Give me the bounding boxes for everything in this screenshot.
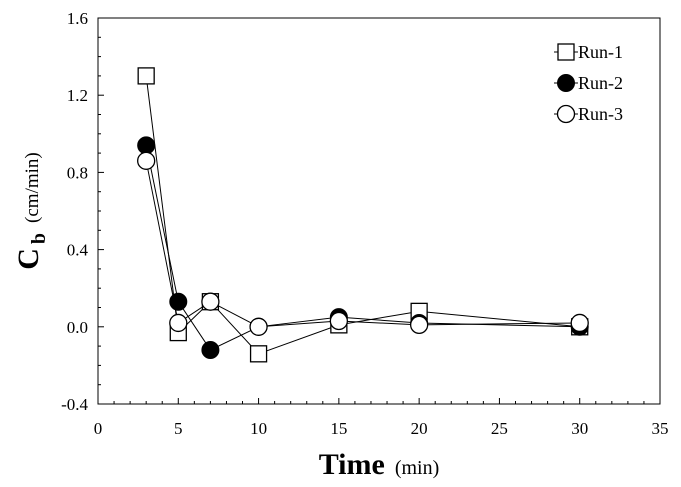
data-point-run-3 xyxy=(169,313,188,333)
x-tick-label: 20 xyxy=(411,419,428,438)
x-tick-label: 35 xyxy=(652,419,669,438)
y-axis-title-sub: b xyxy=(28,233,50,244)
y-tick-label: 1.2 xyxy=(67,86,88,105)
legend-label: Run-1 xyxy=(578,42,623,62)
y-axis-title-unit: (cm/min) xyxy=(22,152,43,223)
x-tick-label: 10 xyxy=(250,419,267,438)
legend-marker xyxy=(556,104,576,124)
series-markers-run-1 xyxy=(137,67,589,363)
plot-frame xyxy=(97,17,661,405)
x-tick-label: 30 xyxy=(571,419,588,438)
data-point-run-1 xyxy=(137,67,155,85)
series-run-2 xyxy=(145,145,580,351)
x-tick-label: 25 xyxy=(491,419,508,438)
legend-item-run-3: Run-3 xyxy=(554,104,623,124)
data-point-run-3 xyxy=(201,292,220,311)
data-point-run-3 xyxy=(249,317,268,336)
x-tick-label: 5 xyxy=(174,419,183,438)
data-point-run-2 xyxy=(201,340,220,359)
legend-item-run-2: Run-2 xyxy=(554,73,623,93)
x-axis-title: Time (min) xyxy=(319,448,440,481)
data-point-run-1 xyxy=(249,345,268,363)
y-tick-label: 0.4 xyxy=(67,241,89,260)
axes: -0.4 0.0 0.4 0.8 1.2 1.6 0 5 10 15 20 25 30 35 xyxy=(61,9,668,438)
series-layer xyxy=(137,67,589,363)
y-tick-label: 1.6 xyxy=(67,9,88,28)
y-axis-title-main: C xyxy=(12,248,45,270)
legend-item-run-1: Run-1 xyxy=(554,42,623,62)
x-axis-title-unit: (min) xyxy=(395,457,439,479)
data-point-run-2 xyxy=(169,292,188,311)
y-tick-label: 0.0 xyxy=(67,318,88,337)
legend-marker xyxy=(557,74,575,92)
y-tick-label: -0.4 xyxy=(61,395,88,414)
series-run-1 xyxy=(145,75,580,355)
series-line-run-2 xyxy=(145,145,580,351)
data-point-run-3 xyxy=(329,311,349,331)
x-tick-label: 0 xyxy=(94,419,103,438)
axis-titles: Time (min) C b (cm/min) xyxy=(12,152,439,481)
data-point-run-3 xyxy=(570,313,589,333)
data-point-run-3 xyxy=(137,151,156,170)
legend-label: Run-3 xyxy=(578,104,623,124)
data-point-run-3 xyxy=(409,315,429,335)
legend-label: Run-2 xyxy=(578,73,623,93)
y-tick-label: 0.8 xyxy=(67,163,88,182)
x-tick-label: 15 xyxy=(330,419,347,438)
data-point-run-2 xyxy=(137,136,156,155)
series-line-run-1 xyxy=(145,75,580,355)
legend-marker xyxy=(557,43,575,61)
x-axis-title-main: Time xyxy=(319,448,385,481)
y-axis-title: C b (cm/min) xyxy=(12,152,50,270)
legend: Run-1 Run-2 Run-3 xyxy=(554,42,623,124)
series-markers-run-3 xyxy=(137,151,589,336)
